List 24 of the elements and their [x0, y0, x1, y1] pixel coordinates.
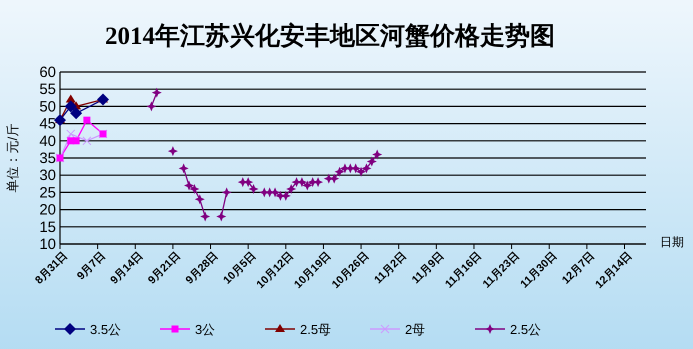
legend-label: 2.5公: [510, 322, 542, 337]
legend-label: 2.5母: [300, 322, 332, 337]
x-axis-title: 日期: [660, 235, 684, 249]
x-tick-label: 9月28日: [184, 250, 221, 287]
legend-label: 3公: [195, 322, 216, 337]
y-tick-label: 20: [39, 202, 56, 219]
y-tick-label: 55: [39, 81, 56, 98]
x-tick-label: 9月14日: [108, 250, 146, 287]
y-tick-label: 15: [39, 218, 56, 236]
x-tick-label: 9月7日: [75, 250, 108, 282]
x-tick-label: 9月21日: [146, 250, 184, 287]
y-tick-label: 25: [39, 184, 56, 202]
y-tick-label: 60: [39, 64, 56, 81]
y-tick-label: 30: [39, 167, 56, 184]
x-tick-label: 10月26日: [330, 250, 372, 291]
legend-label: 3.5公: [90, 322, 122, 337]
y-tick-label: 35: [39, 150, 56, 167]
x-tick-label: 11月2日: [372, 250, 409, 286]
chart-title: 2014年江苏兴化安丰地区河蟹价格走势图: [105, 22, 555, 50]
y-axis-title: 单位：元/斤: [5, 124, 20, 192]
y-tick-label: 50: [39, 98, 56, 116]
legend-label: 2母: [405, 322, 426, 337]
y-tick-label: 40: [39, 132, 56, 150]
y-tick-label: 45: [39, 116, 56, 133]
